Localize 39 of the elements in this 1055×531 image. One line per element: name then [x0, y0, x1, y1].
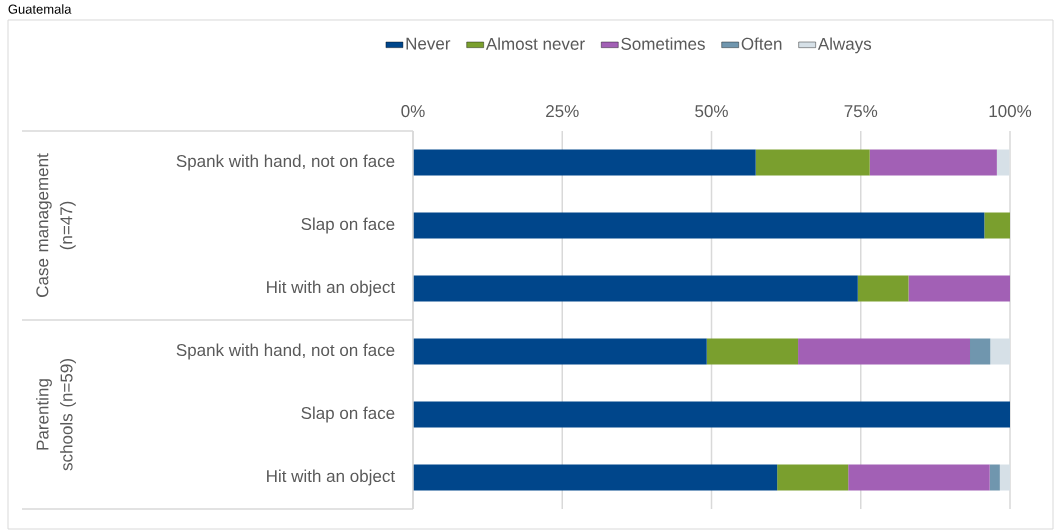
bar [999, 464, 1011, 491]
y-tick-label: Spank with hand, not on face [176, 343, 395, 360]
text: Parenting schools (n=59) [36, 359, 76, 471]
x-tick-label: 100% [989, 105, 1032, 118]
bar [798, 338, 971, 365]
y-tick-label: Hit with an object [267, 280, 395, 297]
bar [413, 149, 756, 176]
bar [413, 464, 778, 491]
text: Guatemala [8, 4, 72, 14]
bar [706, 338, 799, 365]
bar [848, 464, 990, 491]
y-tick-label: Spank with hand, not on face [176, 154, 395, 171]
bar [970, 338, 991, 365]
bar [857, 275, 909, 302]
x-tick-label: 25% [546, 105, 579, 118]
y-tick-label: Slap on face [301, 217, 395, 234]
legend-label: Often [741, 37, 782, 50]
bar [996, 149, 1010, 176]
x-tick-label: 50% [695, 105, 728, 118]
legend-label: Never [406, 37, 451, 50]
bar [869, 149, 997, 176]
bar [755, 149, 870, 176]
legend-label: Sometimes [621, 37, 705, 50]
bar [413, 275, 858, 302]
y-tick-label: Hit with an object [267, 469, 395, 486]
bar [413, 212, 985, 239]
x-tick-label: 0% [401, 105, 425, 118]
legend-label: Always [817, 37, 872, 54]
x-tick-label: 75% [844, 105, 878, 118]
legend-label: Almost never [485, 37, 585, 50]
y-tick-label: Slap on face [301, 406, 395, 423]
bar [984, 212, 1011, 239]
bar [413, 401, 1011, 428]
text: Case management (n=47) [36, 153, 76, 297]
bar [989, 464, 1000, 491]
bar [990, 338, 1011, 365]
bar [777, 464, 849, 491]
bar [413, 338, 707, 365]
bar [908, 275, 1011, 302]
